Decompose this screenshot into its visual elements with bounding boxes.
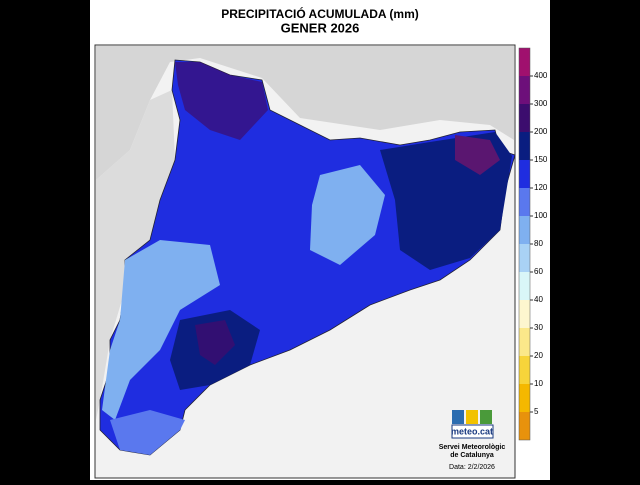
legend-swatch xyxy=(519,188,530,216)
legend-swatch xyxy=(519,132,530,160)
title: PRECIPITACIÓ ACUMULADA (mm) xyxy=(221,6,419,21)
legend-swatch xyxy=(519,384,530,412)
logo-icon xyxy=(452,410,464,424)
land-outside xyxy=(96,46,514,180)
legend-swatch xyxy=(519,412,530,440)
region-peak xyxy=(195,320,235,365)
region-high xyxy=(175,62,268,140)
legend-swatch xyxy=(519,76,530,104)
legend-label: 400 xyxy=(534,71,548,80)
logo: meteo.cat xyxy=(451,410,494,439)
region-low xyxy=(102,240,220,420)
legend-label: 150 xyxy=(534,155,548,164)
legend: 5 10 20 30 40 60 80 100 120 150 200 300 400 xyxy=(518,47,548,441)
legend-label: 200 xyxy=(534,127,548,136)
legend-label: 40 xyxy=(534,295,543,304)
logo-icon xyxy=(466,410,478,424)
legend-swatch xyxy=(519,216,530,244)
legend-swatch xyxy=(519,48,530,76)
region-mid xyxy=(110,410,185,455)
land-outside xyxy=(96,90,175,420)
legend-label: 100 xyxy=(534,211,548,220)
legend-swatch xyxy=(519,244,530,272)
legend-label: 5 xyxy=(534,407,539,416)
credit-line: de Catalunya xyxy=(450,452,494,459)
legend-label: 30 xyxy=(534,323,543,332)
region-low xyxy=(310,165,385,265)
logo-box xyxy=(451,424,494,439)
date: Data: 2/2/2026 xyxy=(449,464,495,471)
legend-swatch xyxy=(519,104,530,132)
region-peak xyxy=(455,135,500,175)
legend-swatch xyxy=(519,300,530,328)
legend-label: 120 xyxy=(534,183,548,192)
logo-icon xyxy=(480,410,492,424)
legend-swatch xyxy=(519,356,530,384)
legend-label: 10 xyxy=(534,379,543,388)
legend-label: 300 xyxy=(534,99,548,108)
legend-swatch xyxy=(519,328,530,356)
subtitle: GENER 2026 xyxy=(281,20,360,35)
legend-label: 80 xyxy=(534,239,543,248)
legend-swatch xyxy=(519,160,530,188)
legend-label: 60 xyxy=(534,267,543,276)
logo-text: meteo.cat xyxy=(451,426,493,436)
map xyxy=(94,44,516,479)
legend-swatch xyxy=(519,272,530,300)
legend-label: 20 xyxy=(534,351,543,360)
credit-line: Servei Meteorològic xyxy=(439,444,506,451)
